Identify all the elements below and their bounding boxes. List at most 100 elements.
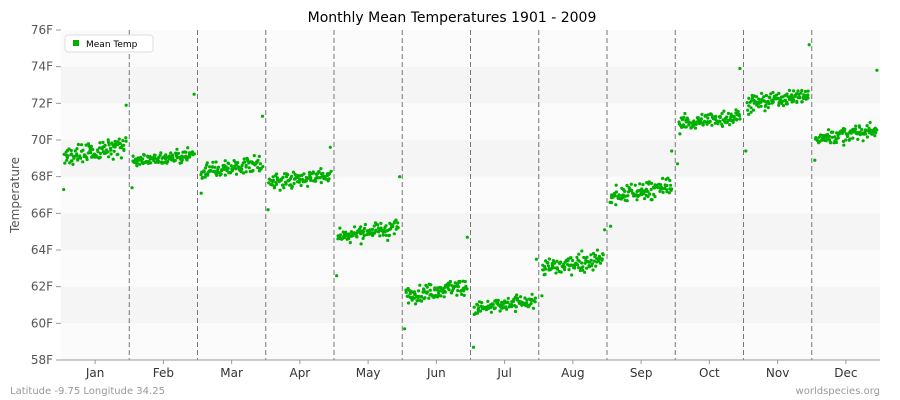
x-tick-label: Oct (699, 366, 720, 380)
data-point (184, 150, 188, 154)
data-point (203, 166, 208, 170)
y-tick-label: 70F (31, 133, 53, 147)
data-point (119, 156, 123, 160)
data-point (868, 120, 872, 125)
data-point (704, 113, 708, 117)
data-point (376, 223, 380, 227)
data-point (477, 306, 481, 310)
data-point (710, 123, 714, 127)
data-point (680, 118, 685, 122)
data-point (696, 116, 700, 120)
data-point (547, 257, 552, 261)
data-point (513, 309, 518, 314)
data-point (715, 119, 719, 123)
data-point (725, 115, 729, 119)
data-point (465, 287, 469, 291)
data-point (795, 99, 799, 104)
legend-swatch (73, 40, 79, 46)
y-tick-label: 58F (31, 353, 53, 367)
data-point (203, 175, 207, 179)
data-point (309, 176, 313, 180)
legend: Mean Temp (64, 34, 154, 53)
data-point (598, 261, 603, 265)
data-point (242, 157, 246, 161)
data-point (442, 295, 446, 299)
data-point (796, 89, 800, 93)
data-point (531, 306, 536, 310)
data-point (415, 299, 419, 303)
data-point (79, 143, 84, 147)
data-point (200, 176, 204, 180)
data-point (427, 296, 431, 300)
data-point (240, 164, 244, 168)
data-point (635, 198, 639, 202)
data-point (328, 145, 332, 149)
data-point (777, 103, 781, 107)
data-point (89, 151, 93, 155)
data-point (543, 264, 547, 269)
data-point (874, 131, 878, 135)
data-point (442, 286, 446, 290)
data-point (583, 270, 587, 274)
legend-label: Mean Temp (86, 40, 138, 50)
data-point (361, 236, 365, 240)
data-point (148, 155, 152, 159)
data-point (244, 163, 248, 168)
data-point (738, 66, 742, 71)
data-point (767, 102, 771, 106)
data-point (580, 249, 584, 253)
data-point (647, 180, 651, 184)
data-point (138, 162, 142, 166)
data-point (359, 225, 363, 229)
data-point (454, 284, 458, 288)
data-point (563, 268, 567, 272)
data-point (551, 259, 556, 263)
data-point (726, 111, 731, 115)
data-point (361, 230, 366, 234)
data-point (749, 110, 753, 114)
data-point (569, 256, 573, 260)
data-point (284, 182, 288, 186)
data-point (729, 118, 733, 122)
data-point (391, 224, 395, 229)
data-point (202, 169, 206, 174)
data-point (486, 299, 490, 303)
data-point (791, 96, 795, 100)
data-point (278, 188, 282, 192)
data-point (396, 221, 400, 225)
data-point (324, 177, 328, 181)
data-point (720, 124, 725, 128)
data-point (247, 166, 251, 170)
data-point (244, 170, 248, 174)
data-point (106, 140, 111, 144)
data-point (211, 160, 215, 164)
data-point (210, 165, 214, 169)
x-tick-label: Sep (630, 366, 653, 380)
data-point (229, 164, 233, 168)
data-point (458, 280, 462, 284)
data-point (614, 203, 618, 207)
data-point (699, 117, 704, 121)
data-point (271, 178, 275, 182)
data-point (338, 226, 342, 230)
data-point (106, 150, 110, 154)
data-point (381, 233, 385, 237)
data-point (729, 112, 733, 116)
data-point (708, 119, 712, 123)
data-point (610, 201, 614, 205)
data-point (583, 261, 587, 265)
data-point (327, 177, 331, 181)
data-point (853, 127, 858, 131)
data-point (379, 226, 383, 230)
data-point (135, 164, 139, 168)
data-point (799, 91, 803, 95)
data-point (806, 89, 810, 93)
data-point (186, 146, 190, 150)
data-point (555, 267, 560, 271)
data-point (363, 222, 367, 227)
data-point (546, 261, 550, 265)
data-point (462, 288, 466, 292)
data-point (653, 195, 657, 199)
data-point (448, 279, 452, 284)
data-point (192, 92, 196, 96)
